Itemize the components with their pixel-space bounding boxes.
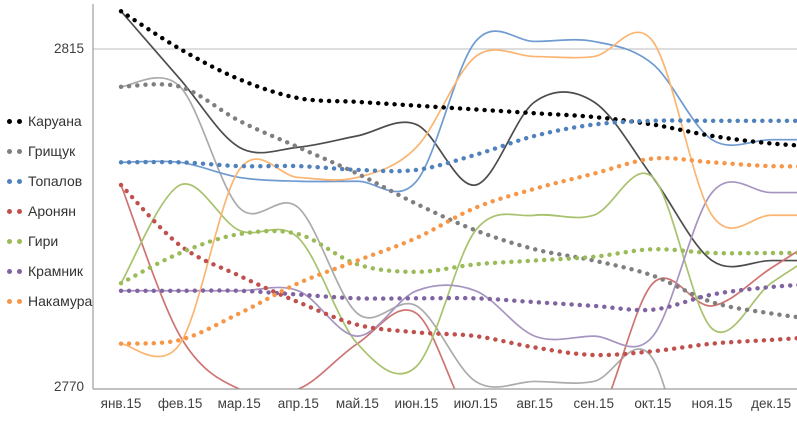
series-nakamura-dotted-line bbox=[118, 155, 797, 346]
x-axis-label-3: мар.15 bbox=[217, 396, 261, 411]
series-topalov-dotted-line bbox=[118, 118, 797, 174]
series-giri-solid-line bbox=[120, 172, 797, 375]
x-axis-label-12: дек.15 bbox=[751, 396, 792, 411]
legend-item-topalov[interactable]: Топалов bbox=[0, 166, 92, 196]
legend-label: Аронян bbox=[28, 203, 76, 219]
legend-item-grischuk[interactable]: Грищук bbox=[0, 136, 92, 166]
x-axis-label-9: сен.15 bbox=[573, 396, 615, 411]
series-kramnik-dotted-line bbox=[118, 282, 797, 313]
y-axis-tick-2770: 2770 bbox=[53, 379, 84, 394]
series-aronian-dotted-line bbox=[118, 182, 797, 358]
series-giri-dotted-line bbox=[118, 228, 797, 286]
chart-legend: Каруана Грищук Топалов Аронян Гири Крамник Нак… bbox=[0, 106, 92, 316]
x-axis-label-6: июн.15 bbox=[394, 396, 439, 411]
x-axis-label-4: апр.15 bbox=[277, 396, 319, 411]
legend-dotted-marker-icon bbox=[7, 178, 22, 184]
series-aronian-solid-line bbox=[120, 184, 797, 389]
legend-dotted-marker-icon bbox=[7, 238, 22, 244]
series-grischuk-solid-line bbox=[120, 76, 666, 389]
x-axis-label-1: янв.15 bbox=[100, 396, 142, 411]
legend-item-giri[interactable]: Гири bbox=[0, 226, 92, 256]
legend-item-caruana[interactable]: Каруана bbox=[0, 106, 92, 136]
legend-item-nakamura[interactable]: Накамура bbox=[0, 286, 92, 316]
series-group bbox=[118, 9, 797, 389]
legend-item-kramnik[interactable]: Крамник bbox=[0, 256, 92, 286]
series-caruana-dotted-line bbox=[118, 9, 797, 148]
legend-label: Топалов bbox=[28, 173, 83, 189]
series-caruana-solid-line bbox=[120, 10, 797, 268]
x-axis-label-5: май.15 bbox=[335, 396, 379, 411]
legend-label: Крамник bbox=[28, 263, 84, 279]
x-axis-label-8: авг.15 bbox=[516, 396, 554, 411]
x-axis-label-10: окт.15 bbox=[634, 396, 672, 411]
legend-dotted-marker-icon bbox=[7, 268, 22, 274]
x-axis-label-7: июл.15 bbox=[453, 396, 498, 411]
legend-label: Грищук bbox=[28, 143, 76, 159]
legend-dotted-marker-icon bbox=[7, 118, 22, 124]
legend-label: Каруана bbox=[28, 113, 82, 129]
legend-dotted-marker-icon bbox=[7, 148, 22, 154]
y-axis-tick-2815: 2815 bbox=[53, 41, 84, 56]
legend-item-aronian[interactable]: Аронян bbox=[0, 196, 92, 226]
series-topalov-solid-line bbox=[120, 30, 797, 193]
legend-dotted-marker-icon bbox=[7, 298, 22, 304]
series-nakamura-solid-line bbox=[120, 31, 797, 358]
x-axis-label-2: фев.15 bbox=[157, 396, 203, 411]
legend-label: Накамура bbox=[28, 293, 93, 309]
x-axis-label-11: ноя.15 bbox=[691, 396, 733, 411]
legend-dotted-marker-icon bbox=[7, 208, 22, 214]
legend-label: Гири bbox=[28, 233, 59, 249]
